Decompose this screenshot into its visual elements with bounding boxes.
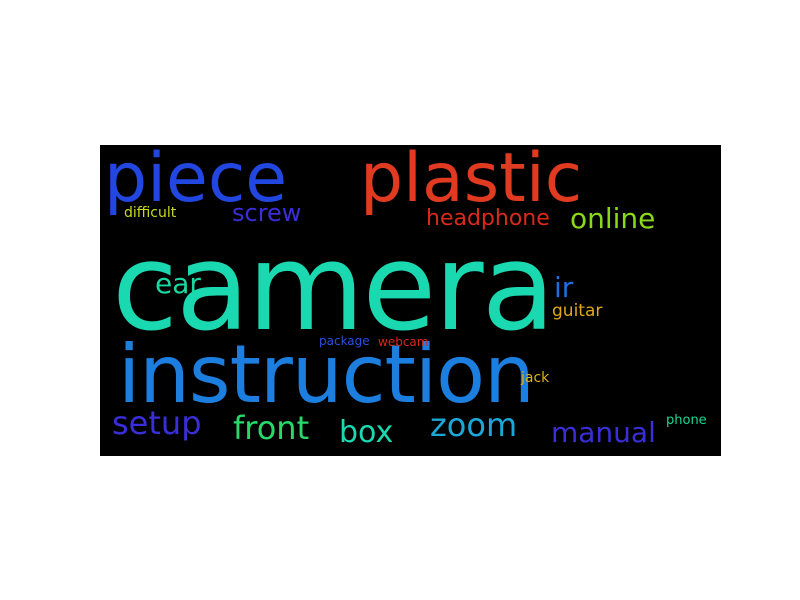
word-webcam: webcam <box>378 335 429 349</box>
word-camera: camera <box>112 219 555 358</box>
word-box: box <box>339 415 394 450</box>
word-phone: phone <box>666 413 707 428</box>
word-plastic: plastic <box>360 145 583 218</box>
word-screw: screw <box>232 199 302 227</box>
word-ir: ir <box>554 271 574 304</box>
word-cloud: camera instruction piece plastic screw d… <box>100 145 721 456</box>
word-manual: manual <box>551 416 656 449</box>
word-zoom: zoom <box>430 406 518 444</box>
word-piece: piece <box>104 145 288 218</box>
word-jack: jack <box>521 370 550 386</box>
word-ear: ear <box>155 267 201 300</box>
word-instruction: instruction <box>118 328 535 421</box>
word-package: package <box>319 334 370 348</box>
word-headphone: headphone <box>426 206 550 231</box>
word-difficult: difficult <box>124 205 177 221</box>
word-online: online <box>570 202 656 235</box>
word-guitar: guitar <box>552 301 603 321</box>
word-front: front <box>233 409 310 447</box>
word-setup: setup <box>112 404 202 442</box>
